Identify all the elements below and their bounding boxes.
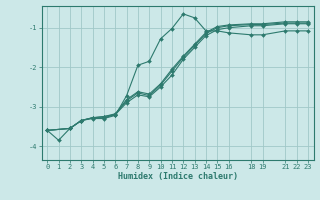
X-axis label: Humidex (Indice chaleur): Humidex (Indice chaleur) [118,172,237,181]
